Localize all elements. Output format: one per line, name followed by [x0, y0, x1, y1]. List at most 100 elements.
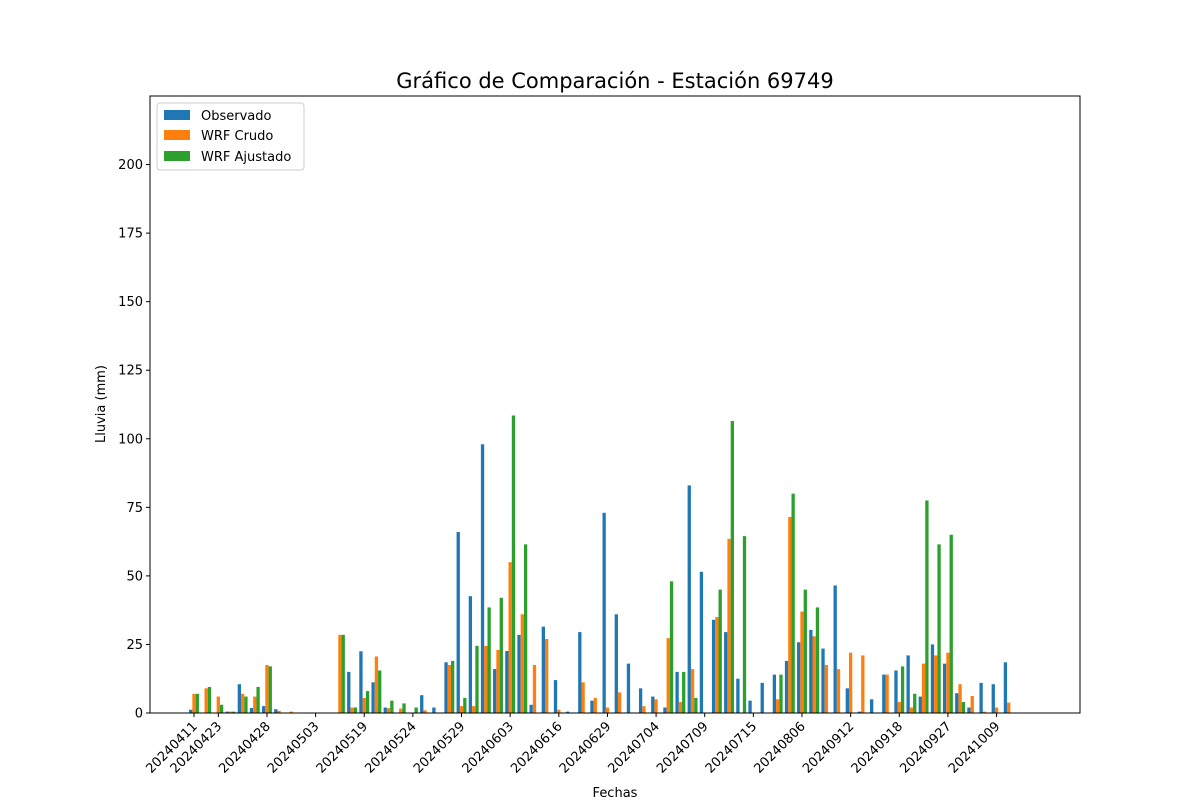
plot-frame: [149, 95, 1081, 714]
bar-wrf-crudo-48: [776, 699, 780, 713]
bar-wrf-crudo-50: [800, 611, 804, 713]
bar-observado-23: [468, 596, 473, 713]
bar-observado-35: [614, 614, 618, 713]
bar-wrf-ajustado-45: [742, 536, 747, 713]
bar-wrf-crudo-44: [727, 538, 731, 713]
bar-wrf-ajustado-18: [414, 707, 418, 713]
bar-wrf-crudo-62: [946, 652, 950, 713]
bar-wrf-ajustado-44: [730, 420, 734, 713]
bar-wrf-crudo-34: [605, 707, 610, 713]
bar-observado-4: [237, 684, 241, 713]
y-tick-label-150: 150: [118, 295, 143, 310]
bar-observado-26: [505, 651, 509, 713]
bar-wrf-crudo-37: [642, 706, 646, 713]
bar-observado-58: [894, 670, 898, 713]
bar-observado-37: [638, 688, 643, 713]
bar-wrf-crudo-30: [557, 709, 561, 713]
bar-wrf-crudo-63: [958, 684, 962, 713]
bar-wrf-ajustado-17: [402, 703, 406, 713]
bar-wrf-crudo-8: [289, 711, 293, 713]
bar-observado-6: [262, 706, 266, 713]
bar-observado-14: [359, 651, 363, 713]
bar-wrf-ajustado-50: [803, 589, 807, 713]
bar-observado-39: [663, 707, 667, 713]
bar-observado-21: [444, 662, 448, 713]
legend-swatch-wrf-ajustado: [164, 151, 190, 161]
bar-wrf-ajustado-5: [256, 686, 260, 713]
bar-wrf-ajustado-21: [451, 660, 455, 713]
bar-wrf-ajustado-43: [718, 589, 722, 713]
bar-observado-22: [456, 532, 460, 713]
bar-wrf-ajustado-2: [219, 704, 224, 713]
bar-wrf-ajustado-12: [341, 634, 345, 713]
bar-observado-45: [736, 678, 740, 713]
bar-observado-57: [882, 674, 886, 713]
y-axis: 0 25 50 75 100 125 150 175 200: [118, 158, 150, 722]
bar-wrf-ajustado-40: [682, 671, 686, 713]
bar-observado-19: [420, 695, 424, 713]
y-axis-label: Lluvia (mm): [94, 365, 109, 443]
bar-wrf-crudo-15: [374, 656, 379, 713]
y-tick-label-75: 75: [126, 501, 143, 516]
bar-wrf-ajustado-63: [961, 702, 966, 713]
legend: Observado WRF Crudo WRF Ajustado: [156, 102, 305, 171]
bar-observado-63: [955, 693, 959, 713]
legend-label-observado: Observado: [201, 109, 272, 124]
legend-box: [156, 102, 305, 171]
bar-observado-25: [493, 669, 497, 713]
bar-wrf-ajustado-61: [937, 544, 941, 713]
bar-wrf-crudo-28: [532, 665, 537, 713]
bar-wrf-crudo-54: [848, 652, 853, 713]
bar-wrf-crudo-59: [909, 707, 914, 713]
bar-observado-16: [383, 707, 387, 713]
bar-wrf-ajustado-6: [268, 666, 272, 713]
bar-observado-7: [274, 709, 278, 713]
bar-wrf-crudo-1: [204, 688, 208, 713]
bar-wrf-ajustado-25: [499, 597, 503, 713]
bar-observado-27: [517, 634, 521, 713]
bar-wrf-ajustado-59: [913, 693, 917, 713]
bar-wrf-ajustado-14: [365, 691, 370, 713]
y-tick-label-100: 100: [118, 432, 143, 447]
bar-observado-28: [529, 704, 533, 713]
bar-observado-65: [979, 682, 983, 713]
bar-wrf-crudo-32: [581, 682, 585, 713]
y-tick-label-125: 125: [118, 364, 143, 379]
bar-wrf-ajustado-16: [390, 700, 394, 713]
bar-wrf-crudo-41: [690, 669, 695, 713]
bar-wrf-ajustado-58: [900, 666, 905, 713]
bar-wrf-crudo-23: [472, 706, 476, 713]
bar-observado-67: [1003, 662, 1008, 713]
bar-observado-59: [906, 655, 910, 713]
bar-observado-13: [347, 671, 351, 713]
bar-observado-32: [578, 632, 582, 713]
bar-observado-42: [699, 571, 704, 713]
bar-observado-56: [870, 699, 874, 713]
bar-wrf-crudo-7: [277, 710, 281, 713]
bar-wrf-crudo-35: [617, 692, 622, 713]
bar-observado-54: [845, 688, 849, 713]
bar-wrf-crudo-19: [423, 710, 427, 713]
bar-wrf-crudo-25: [496, 649, 500, 713]
y-tick-label-50: 50: [126, 569, 143, 584]
bar-observado-47: [760, 682, 764, 713]
bar-observado-66: [991, 684, 995, 713]
chart-title: Gráfico de Comparación - Estación 69749: [396, 69, 833, 93]
bar-wrf-crudo-65: [982, 711, 987, 713]
bar-observado-61: [930, 644, 935, 713]
bar-observado-64: [967, 707, 971, 713]
bar-wrf-crudo-57: [885, 674, 889, 713]
bar-wrf-ajustado-39: [669, 581, 674, 713]
bar-wrf-ajustado-22: [463, 697, 467, 713]
bar-observado-15: [371, 682, 375, 713]
bar-wrf-crudo-49: [788, 516, 792, 713]
bar-wrf-crudo-40: [678, 702, 683, 713]
bar-observado-55: [857, 711, 862, 713]
bar-wrf-crudo-3: [228, 711, 233, 713]
bar-wrf-crudo-13: [350, 707, 354, 713]
y-tick-label-25: 25: [126, 638, 143, 653]
bar-wrf-crudo-51: [812, 636, 816, 713]
bar-wrf-crudo-26: [508, 562, 512, 713]
bar-observado-41: [687, 485, 691, 713]
bar-observado-48: [772, 674, 777, 713]
